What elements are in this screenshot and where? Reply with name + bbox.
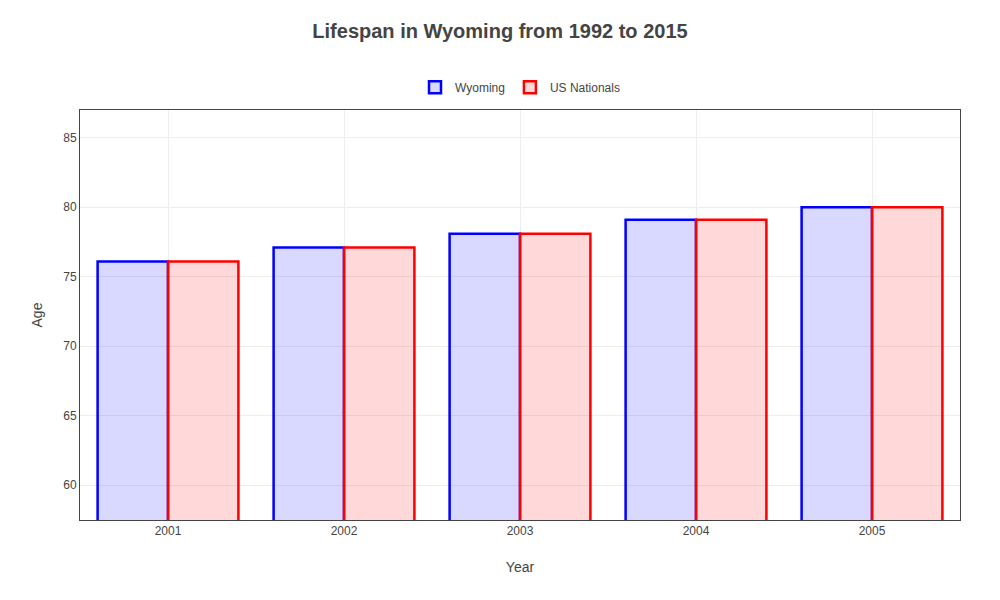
svg-text:Age: Age <box>29 302 45 327</box>
svg-text:70: 70 <box>63 339 77 353</box>
svg-text:85: 85 <box>63 131 77 145</box>
svg-text:2004: 2004 <box>683 524 710 538</box>
svg-text:75: 75 <box>63 270 77 284</box>
svg-text:2005: 2005 <box>859 524 886 538</box>
svg-text:2002: 2002 <box>331 524 358 538</box>
svg-text:Wyoming: Wyoming <box>455 81 505 95</box>
svg-text:2003: 2003 <box>507 524 534 538</box>
svg-text:60: 60 <box>63 478 77 492</box>
svg-text:Lifespan in Wyoming from 1992: Lifespan in Wyoming from 1992 to 2015 <box>312 20 687 42</box>
svg-text:80: 80 <box>63 200 77 214</box>
svg-text:2001: 2001 <box>155 524 182 538</box>
svg-text:65: 65 <box>63 409 77 423</box>
svg-text:Year: Year <box>506 559 535 575</box>
svg-text:US Nationals: US Nationals <box>550 81 620 95</box>
